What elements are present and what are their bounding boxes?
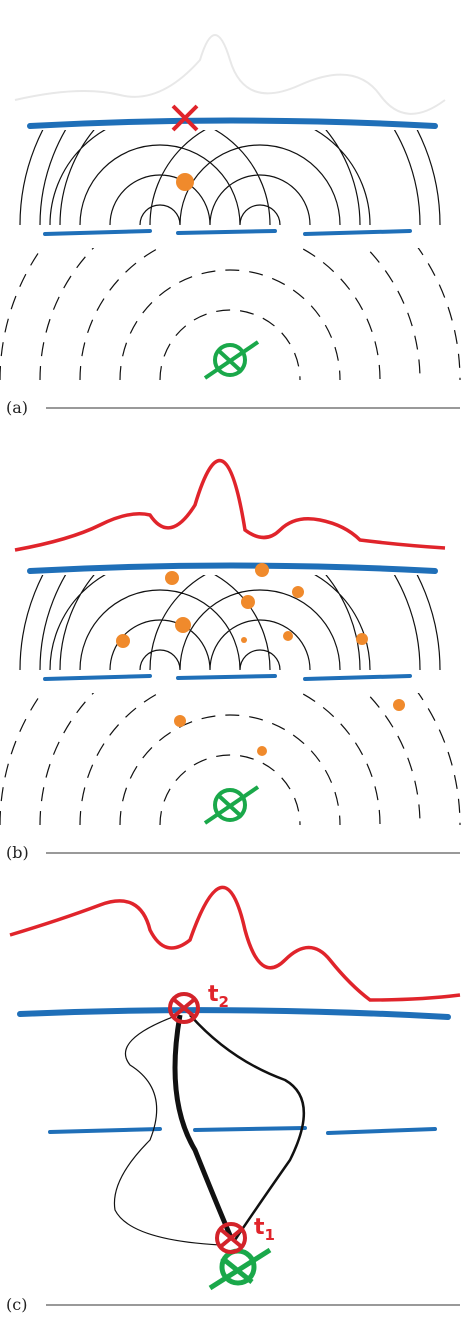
red-x [171, 104, 199, 132]
main-path [172, 1014, 235, 1241]
wave-field [0, 15, 460, 380]
pick-marker [168, 992, 247, 1254]
panel-label: (a) [6, 398, 28, 417]
panel-label: (c) [6, 1295, 27, 1314]
wave-field [0, 460, 460, 825]
panel-label: (b) [6, 843, 29, 862]
signal-wave [14, 458, 446, 552]
source [208, 1247, 272, 1291]
scatter-points [116, 563, 405, 756]
annotation: t1 [254, 1215, 275, 1244]
path [189, 1014, 305, 1241]
panel-c: t2 t1 (c) [6, 885, 461, 1314]
signal-wave [9, 885, 461, 1002]
annotation: t2 [208, 982, 229, 1011]
scatter-point [176, 173, 194, 191]
path [113, 1014, 221, 1246]
panel-a: (a) [0, 15, 460, 417]
panel-b: (b) [0, 460, 460, 862]
